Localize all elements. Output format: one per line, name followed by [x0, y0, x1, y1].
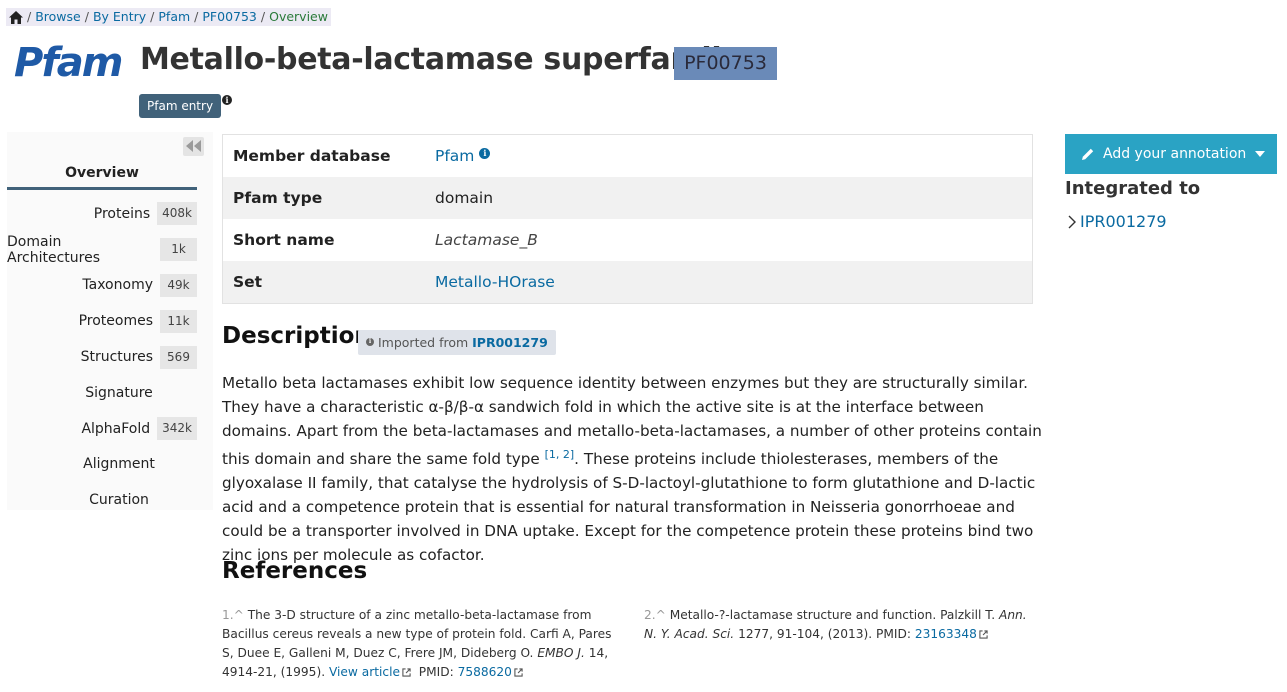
- reference-item: 1.^ The 3-D structure of a zinc metallo-…: [222, 606, 614, 682]
- sidebar-item-label: Proteomes: [78, 313, 153, 330]
- breadcrumb-separator: /: [260, 9, 266, 24]
- page-title: Metallo-beta-lactamase superfamily: [140, 42, 741, 77]
- breadcrumb-separator: /: [84, 9, 89, 24]
- sidebar-item-taxonomy[interactable]: Taxonomy 49k: [7, 268, 213, 304]
- pmid-label: PMID:: [418, 665, 454, 679]
- count-badge: 342k: [157, 417, 197, 441]
- breadcrumb-current: Overview: [269, 9, 328, 24]
- count-badge: 49k: [160, 273, 197, 297]
- pencil-icon: [1082, 148, 1094, 160]
- accession-badge: PF00753: [674, 47, 777, 80]
- reference-text: Metallo-?-lactamase structure and functi…: [669, 608, 996, 622]
- sidebar-item-label: Proteins: [93, 205, 151, 222]
- member-database-label: Member database: [233, 147, 391, 165]
- sidebar-item-alignment[interactable]: Alignment: [7, 447, 213, 483]
- sidebar-list: Proteins 408k Domain Architectures 1k Ta…: [7, 196, 213, 518]
- pfam-logo: Pfam: [14, 40, 132, 86]
- view-article-link[interactable]: View article: [328, 665, 400, 679]
- external-link-icon: [514, 668, 523, 677]
- sidebar-item-label: Structures: [80, 349, 153, 366]
- count-badge: 11k: [160, 309, 197, 333]
- home-icon[interactable]: [9, 10, 23, 24]
- collapse-sidebar-button[interactable]: [183, 137, 204, 156]
- breadcrumb: / Browse / By Entry / Pfam / PF00753 / O…: [6, 8, 331, 26]
- reference-journal: EMBO J.: [537, 646, 585, 660]
- sidebar-item-alphafold[interactable]: AlphaFold 342k: [7, 411, 213, 447]
- integrated-entry-link[interactable]: IPR001279: [1080, 212, 1167, 231]
- info-icon[interactable]: i: [479, 148, 491, 159]
- imported-from-badge: i Imported from IPR001279: [358, 330, 556, 355]
- pmid-link[interactable]: 7588620: [457, 665, 512, 679]
- set-link[interactable]: Metallo-HOrase: [435, 273, 555, 291]
- add-annotation-button[interactable]: Add your annotation: [1065, 134, 1277, 174]
- pmid-link[interactable]: 23163348: [914, 627, 977, 641]
- reference-number[interactable]: 1.^: [222, 608, 244, 622]
- table-row: Member database Pfam i: [223, 135, 1032, 177]
- sidebar-item-label: Taxonomy: [82, 277, 153, 294]
- breadcrumb-pfam[interactable]: Pfam: [158, 9, 191, 24]
- sidebar-item-label: Signature: [85, 384, 153, 401]
- pmid-label: PMID:: [876, 627, 911, 641]
- citation-link[interactable]: [1, 2]: [544, 448, 575, 461]
- sidebar-item-label: AlphaFold: [81, 420, 151, 437]
- reference-text: The 3-D structure of a zinc metallo-beta…: [222, 608, 612, 660]
- description-part-2: . These proteins include thiolesterases,…: [222, 450, 1036, 565]
- double-chevron-left-icon: [186, 140, 201, 152]
- imported-from-link[interactable]: IPR001279: [472, 335, 548, 350]
- breadcrumb-browse[interactable]: Browse: [35, 9, 81, 24]
- imported-from-label: Imported from: [377, 335, 469, 350]
- sidebar-item-domain-architectures[interactable]: Domain Architectures 1k: [7, 232, 213, 268]
- sidebar-item-label: Alignment: [83, 456, 155, 473]
- table-row: Set Metallo-HOrase: [223, 261, 1032, 303]
- count-badge: 1k: [160, 238, 197, 262]
- short-name-value: Lactamase_B: [435, 231, 538, 249]
- reference-details: 14, 4914-21, (1995).: [222, 646, 609, 679]
- sidebar-item-proteins[interactable]: Proteins 408k: [7, 196, 213, 232]
- pfam-type-value: domain: [435, 189, 494, 207]
- sidebar-item-curation[interactable]: Curation: [7, 482, 213, 518]
- sidebar-item-proteomes[interactable]: Proteomes 11k: [7, 303, 213, 339]
- set-value: Metallo-HOrase: [435, 273, 555, 291]
- set-label: Set: [233, 273, 263, 291]
- entry-type-badge: Pfam entry: [139, 94, 222, 118]
- integrated-entry[interactable]: IPR001279: [1068, 212, 1167, 231]
- count-badge: 408k: [157, 202, 197, 226]
- pfam-logo-text: Pfam: [14, 40, 122, 82]
- sidebar-item-structures[interactable]: Structures 569: [7, 339, 213, 375]
- member-database-link[interactable]: Pfam: [435, 147, 475, 165]
- info-icon: i: [366, 338, 374, 346]
- add-annotation-label: Add your annotation: [1103, 146, 1247, 162]
- table-row: Short name Lactamase_B: [223, 219, 1032, 261]
- sidebar-item-label: Curation: [89, 492, 149, 509]
- reference-item: 2.^ Metallo-?-lactamase structure and fu…: [644, 606, 1038, 644]
- description-part-1: Metallo beta lactamases exhibit low sequ…: [222, 374, 1042, 469]
- integrated-to-heading: Integrated to: [1065, 178, 1201, 199]
- info-icon[interactable]: i: [222, 95, 232, 105]
- reference-journal: Ann. N. Y. Acad. Sci.: [644, 608, 1027, 641]
- short-name-label: Short name: [233, 231, 335, 249]
- sidebar-item-overview[interactable]: Overview: [7, 165, 197, 190]
- description-text: Metallo beta lactamases exhibit low sequ…: [222, 371, 1042, 567]
- external-link-icon: [402, 668, 411, 677]
- breadcrumb-separator: /: [150, 9, 155, 24]
- breadcrumb-accession[interactable]: PF00753: [202, 9, 257, 24]
- external-link-icon: [979, 630, 988, 639]
- reference-details: 1277, 91-104, (2013).: [738, 627, 873, 641]
- chevron-right-icon: [1068, 215, 1076, 228]
- table-row: Pfam type domain: [223, 177, 1032, 219]
- references-heading: References: [222, 558, 368, 584]
- breadcrumb-by-entry[interactable]: By Entry: [92, 9, 147, 24]
- breadcrumb-separator: /: [194, 9, 199, 24]
- sidebar-item-signature[interactable]: Signature: [7, 375, 213, 411]
- sidebar: Overview Proteins 408k Domain Architectu…: [7, 132, 213, 510]
- caret-down-icon[interactable]: [1255, 151, 1265, 157]
- reference-number[interactable]: 2.^: [644, 608, 666, 622]
- sidebar-item-label: Domain Architectures: [7, 233, 101, 266]
- description-heading: Description: [222, 323, 371, 349]
- pfam-type-label: Pfam type: [233, 189, 323, 207]
- count-badge: 569: [160, 345, 197, 369]
- member-database-value: Pfam i: [435, 147, 491, 165]
- breadcrumb-separator: /: [27, 9, 32, 24]
- entry-info-table: Member database Pfam i Pfam type domain …: [222, 134, 1033, 304]
